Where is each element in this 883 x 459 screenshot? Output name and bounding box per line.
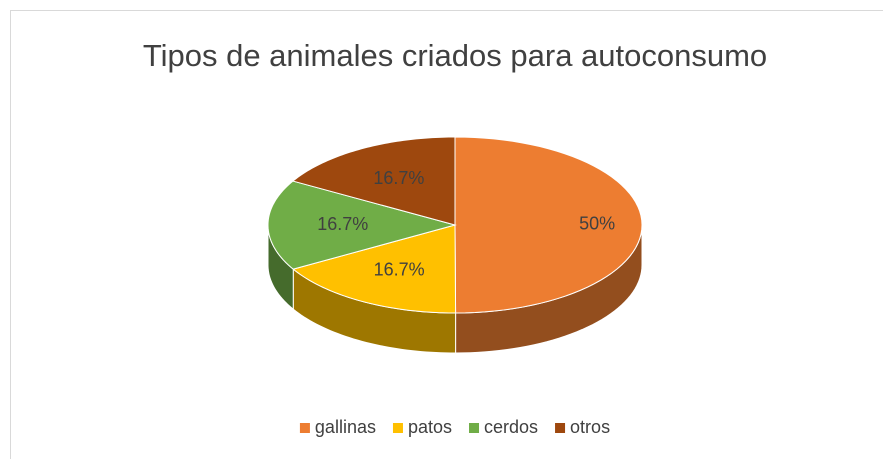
- data-label: 16.7%: [374, 260, 425, 280]
- data-label: 16.7%: [373, 168, 424, 188]
- slice: [292, 224, 457, 314]
- slice: [454, 136, 643, 314]
- legend-swatch: [299, 423, 310, 433]
- slice: [267, 180, 457, 270]
- legend-label: patos: [408, 417, 452, 437]
- legend-label: cerdos: [484, 417, 538, 437]
- slice: [291, 136, 456, 226]
- legend: gallinas patos cerdos otros: [299, 417, 610, 437]
- legend-swatch: [469, 423, 480, 433]
- legend-label: gallinas: [315, 417, 376, 437]
- legend-swatch: [392, 423, 403, 433]
- chart-title: Tipos de animales criados para autoconsu…: [143, 38, 767, 73]
- legend-swatch: [555, 423, 566, 433]
- data-label: 16.7%: [317, 214, 368, 234]
- data-label: 50%: [579, 214, 615, 234]
- legend-label: otros: [570, 417, 610, 437]
